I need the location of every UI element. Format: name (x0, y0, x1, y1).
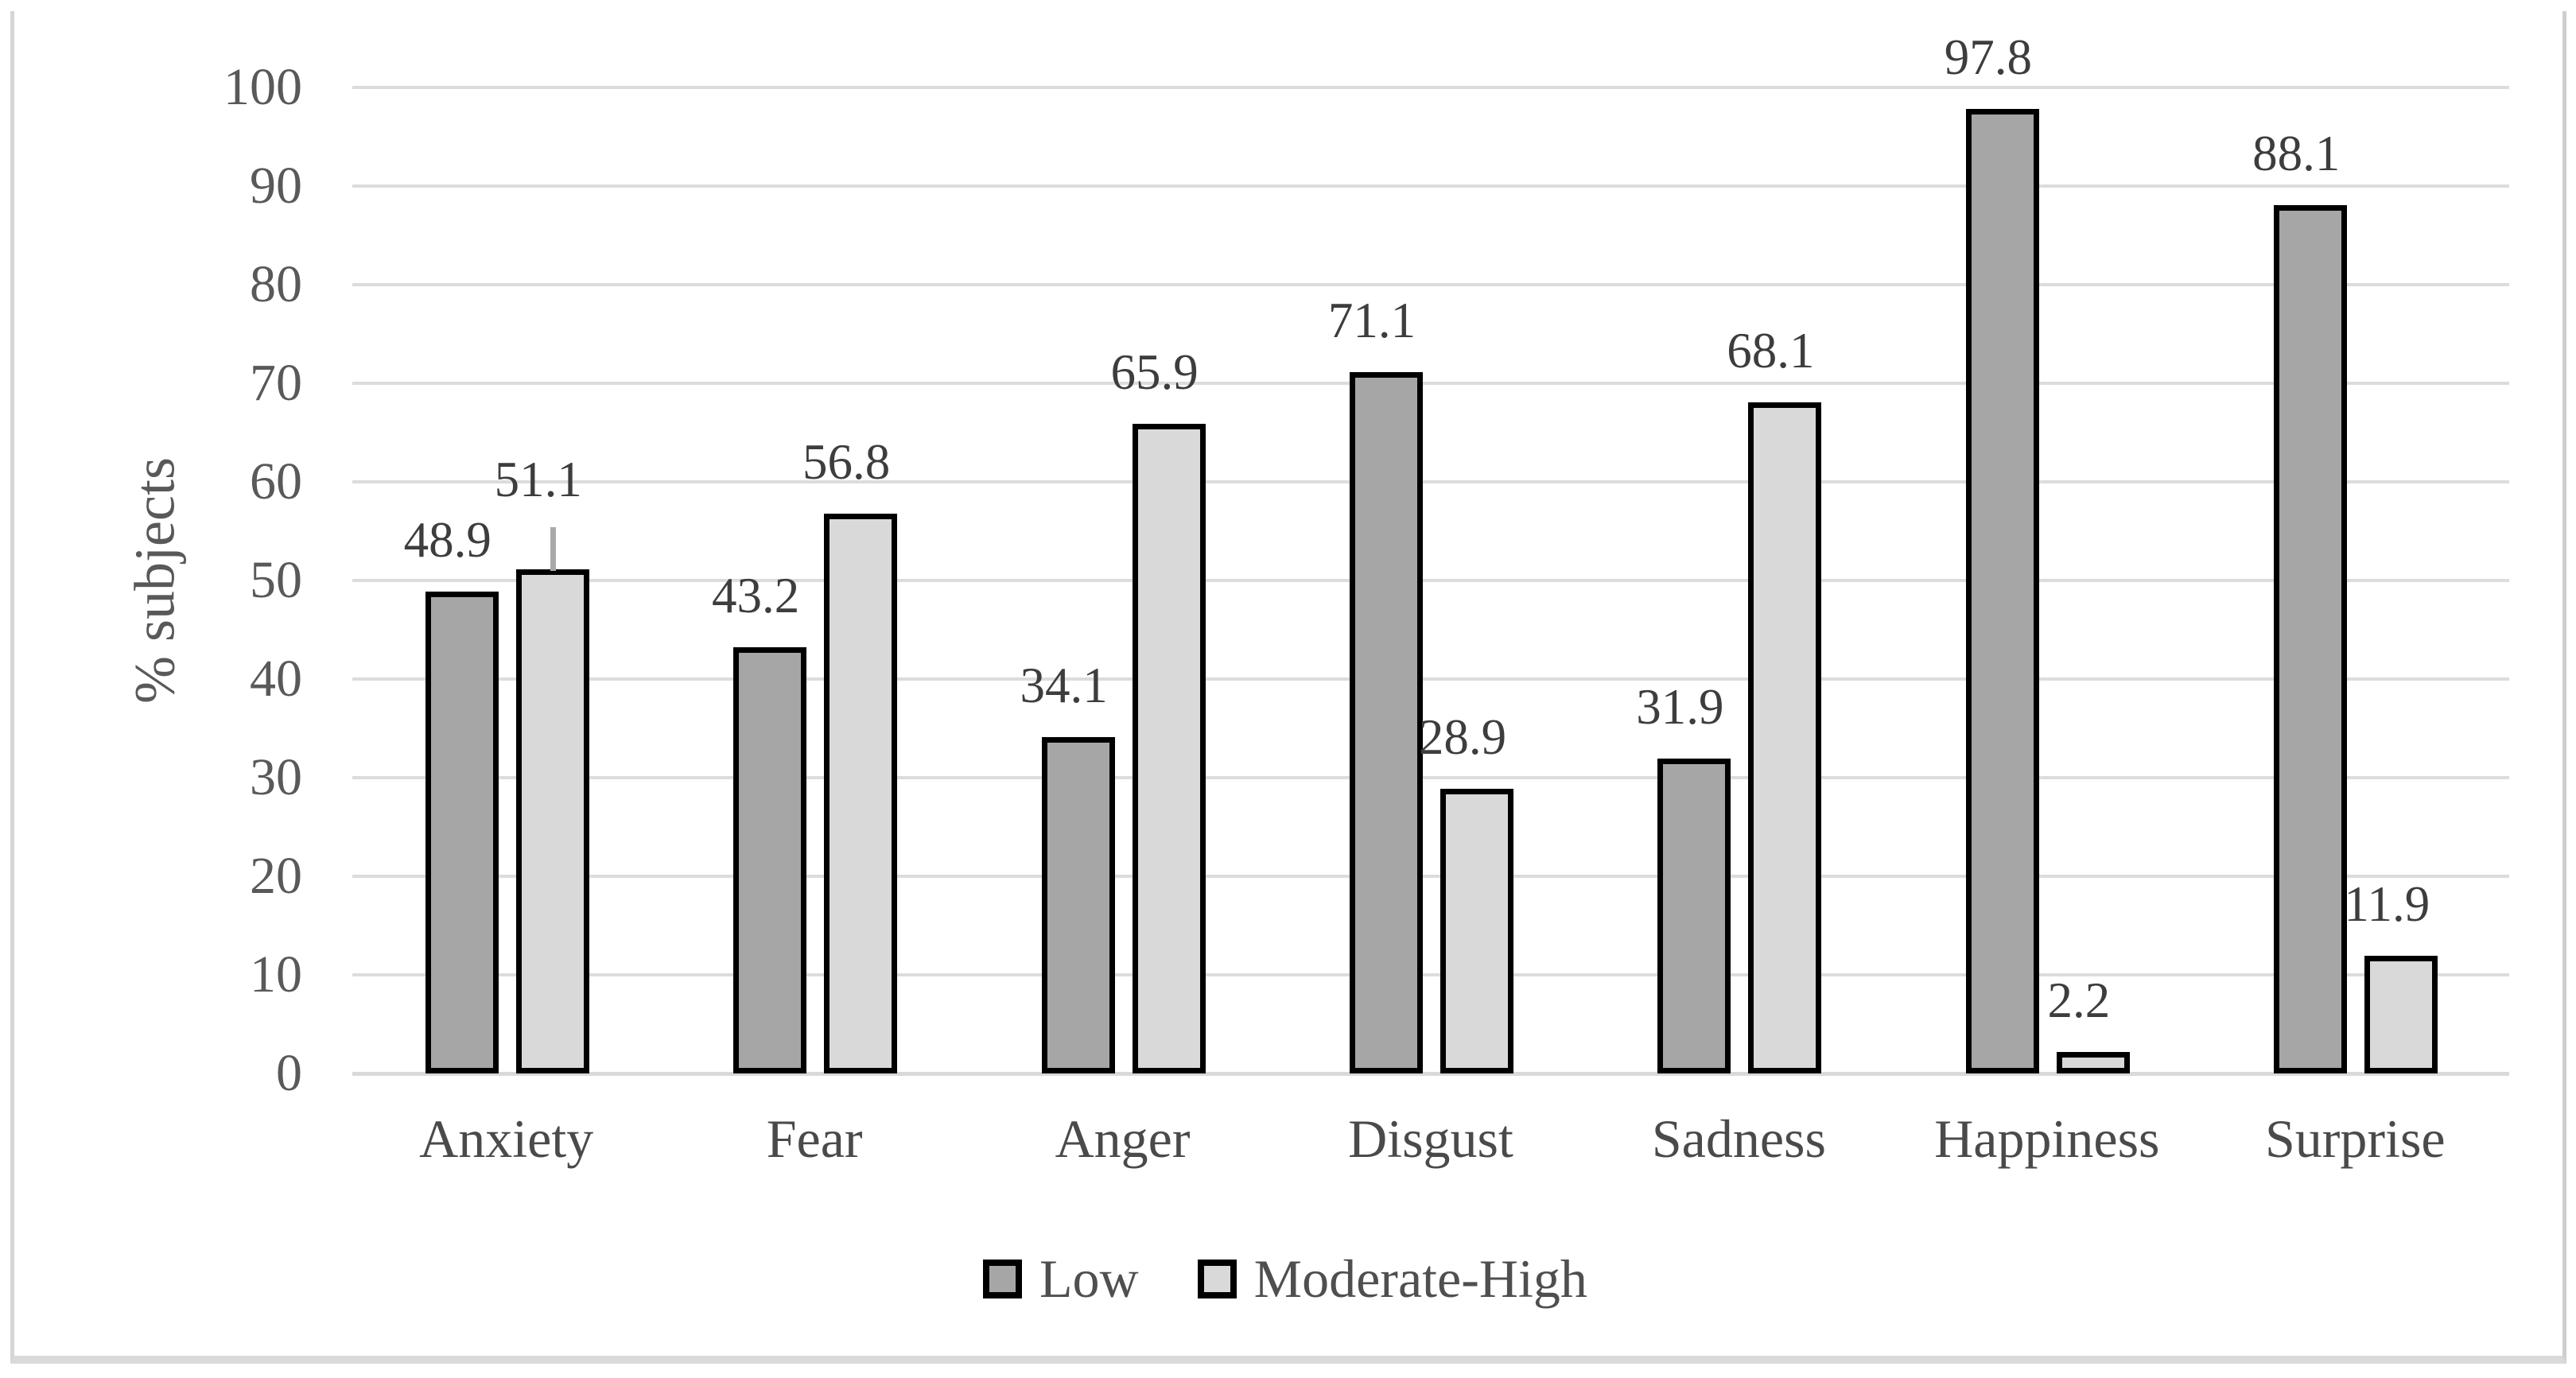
data-label-surprise-moderate-high: 11.9 (2344, 876, 2430, 933)
data-label-happiness-low: 97.8 (1944, 29, 2032, 86)
plot-area (352, 86, 2509, 1076)
bar-surprise-low (2274, 204, 2348, 1073)
gridline-80 (352, 283, 2509, 286)
gridline-20 (352, 875, 2509, 878)
bar-happiness-low (1965, 109, 2039, 1073)
data-label-disgust-moderate-high: 28.9 (1418, 708, 1507, 765)
data-label-fear-low: 43.2 (712, 568, 800, 624)
gridline-90 (352, 184, 2509, 188)
error-bar-tick (550, 527, 556, 572)
data-label-disgust-low: 71.1 (1327, 293, 1416, 349)
data-label-sadness-moderate-high: 68.1 (1727, 322, 1815, 378)
y-tick-label-80: 80 (250, 255, 302, 313)
bar-sadness-low (1657, 759, 1731, 1073)
data-label-anger-low: 34.1 (1020, 658, 1108, 714)
bar-anger-low (1041, 737, 1115, 1073)
gridline-60 (352, 480, 2509, 483)
gridline-30 (352, 776, 2509, 779)
category-label-disgust: Disgust (1348, 1108, 1513, 1169)
y-tick-label-90: 90 (250, 157, 302, 215)
y-tick-label-60: 60 (250, 452, 302, 510)
bar-anxiety-moderate-high (515, 569, 589, 1073)
data-label-anxiety-moderate-high: 51.1 (494, 452, 582, 508)
y-tick-label-0: 0 (276, 1044, 302, 1102)
gridline-100 (352, 86, 2509, 89)
legend-swatch-moderate-high (1197, 1259, 1237, 1298)
gridline-10 (352, 973, 2509, 976)
bar-happiness-moderate-high (2056, 1051, 2130, 1073)
legend-label-low: Low (1039, 1248, 1139, 1309)
category-label-surprise: Surprise (2264, 1108, 2446, 1169)
category-label-happiness: Happiness (1934, 1108, 2160, 1169)
y-tick-label-100: 100 (223, 58, 302, 116)
data-label-fear-moderate-high: 56.8 (802, 433, 891, 490)
bar-fear-moderate-high (824, 513, 898, 1073)
figure-frame: % subjects 0 10 20 30 40 50 60 70 80 90 100 Anxiet… (10, 11, 2566, 1364)
bar-fear-low (733, 647, 807, 1073)
bar-sadness-moderate-high (1748, 402, 1822, 1073)
y-tick-label-70: 70 (250, 354, 302, 412)
gridline-70 (352, 382, 2509, 385)
bar-anxiety-low (425, 591, 499, 1073)
gridline-50 (352, 579, 2509, 582)
legend: Low Moderate-High (983, 1245, 1587, 1312)
data-label-sadness-low: 31.9 (1636, 679, 1724, 736)
data-label-anger-moderate-high: 65.9 (1110, 344, 1199, 400)
legend-label-moderate-high: Moderate-High (1253, 1248, 1587, 1309)
bar-disgust-low (1350, 372, 1423, 1073)
data-label-anxiety-low: 48.9 (403, 511, 491, 568)
category-label-sadness: Sadness (1651, 1108, 1826, 1169)
x-axis-baseline (352, 1072, 2509, 1076)
data-label-surprise-low: 88.1 (2252, 125, 2341, 181)
category-label-fear: Fear (766, 1108, 863, 1169)
y-tick-label-20: 20 (250, 847, 302, 905)
bar-disgust-moderate-high (1440, 788, 1513, 1073)
legend-item-moderate-high: Moderate-High (1197, 1248, 1587, 1309)
legend-swatch-low (983, 1259, 1022, 1298)
legend-item-low: Low (983, 1252, 1139, 1306)
data-label-happiness-moderate-high: 2.2 (2047, 972, 2111, 1028)
gridline-40 (352, 677, 2509, 681)
bar-surprise-moderate-high (2364, 956, 2438, 1073)
y-tick-label-40: 40 (250, 650, 302, 708)
category-label-anger: Anger (1055, 1108, 1191, 1169)
y-tick-label-10: 10 (250, 945, 302, 1003)
y-tick-label-30: 30 (250, 748, 302, 806)
y-tick-label-50: 50 (250, 551, 302, 609)
bar-anger-moderate-high (1132, 423, 1206, 1073)
category-label-anxiety: Anxiety (419, 1108, 594, 1169)
